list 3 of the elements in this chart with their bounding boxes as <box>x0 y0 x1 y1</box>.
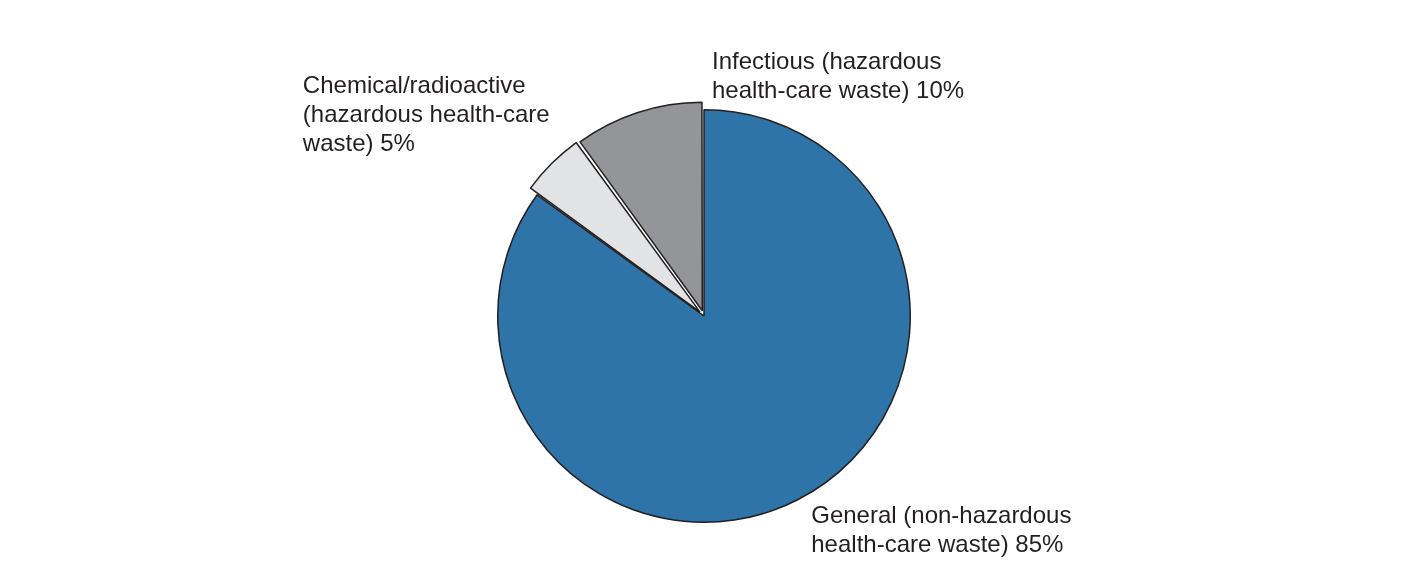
slice-label: Chemical/radioactive (hazardous health-care waste) 5% <box>301 71 550 157</box>
slice-label: Infectious (hazardous health-care waste) 10% <box>712 47 965 104</box>
slice-label: General (non-hazardous health-care waste) 85% <box>811 500 1072 557</box>
